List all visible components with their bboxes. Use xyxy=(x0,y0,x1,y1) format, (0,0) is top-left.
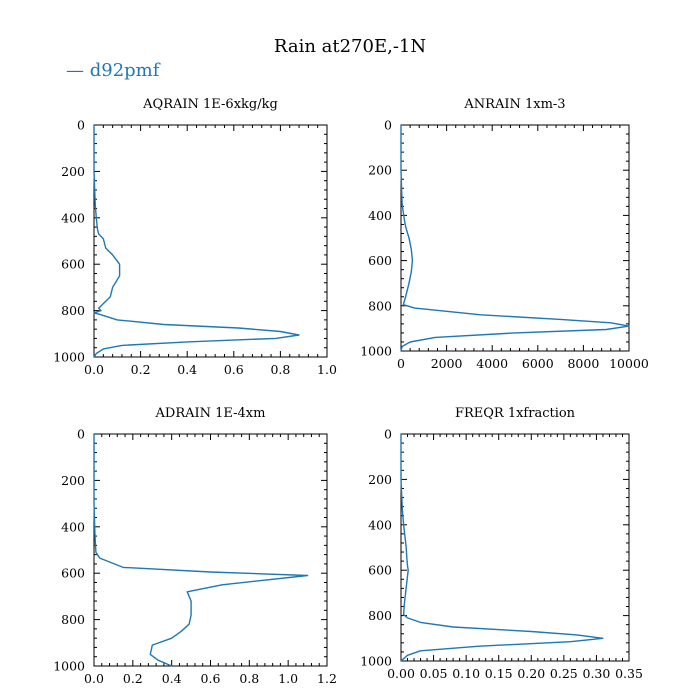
x-tick-label: 0.2 xyxy=(123,671,143,686)
series-line-d92pmf xyxy=(93,125,300,358)
x-tick-label: 0.6 xyxy=(201,671,221,686)
axis-frame-anrain xyxy=(400,124,630,352)
panel-anrain: ANRAIN 1xm-3 0 2000 4000 6000 8000 10000 0 200 40… xyxy=(360,97,649,371)
y-tick-label: 800 xyxy=(61,612,85,627)
y-tick-label: 200 xyxy=(61,473,85,488)
y-tick-label: 1000 xyxy=(360,344,392,359)
panel-aqrain: AQRAIN 1E-6xkg/kg 0.0 0.2 0.4 0.6 0.8 1.0 0 200 4… xyxy=(53,97,337,377)
y-tick-label: 400 xyxy=(61,519,85,534)
x-tick-label: 6000 xyxy=(522,356,554,371)
x-tick-label: 0.20 xyxy=(517,666,545,681)
y-tick-label: 400 xyxy=(61,210,85,225)
x-tick-label: 0.0 xyxy=(84,362,104,377)
panel-freqr: FREQR 1xfraction 0.00 0.05 0.10 0.15 0.20 0.25… xyxy=(360,406,643,681)
y-tick-label: 800 xyxy=(368,298,392,313)
y-tick-label: 200 xyxy=(368,472,392,487)
x-tick-label: 0.15 xyxy=(485,666,513,681)
x-tick-label: 4000 xyxy=(476,356,508,371)
y-tick-label: 600 xyxy=(368,563,392,578)
y-tick-label: 1000 xyxy=(360,654,392,669)
x-tick-label: 0.25 xyxy=(550,666,578,681)
series-line-d92pmf xyxy=(93,434,309,667)
x-tick-label: 0.8 xyxy=(270,362,290,377)
y-tick-label: 0 xyxy=(384,427,392,442)
series-line-d92pmf xyxy=(400,125,630,352)
y-tick-label: 200 xyxy=(61,164,85,179)
axis-frame-adrain xyxy=(93,433,328,667)
panel-adrain: ADRAIN 1E-4xm 0.0 0.2 0.4 0.6 0.8 1.0 1.2 0 200 40… xyxy=(53,406,337,686)
panel-title-anrain: ANRAIN 1xm-3 xyxy=(463,97,565,112)
x-tick-label: 10000 xyxy=(609,356,649,371)
series-line-d92pmf xyxy=(400,434,604,662)
x-tick-label: 0.6 xyxy=(224,362,244,377)
y-tick-label: 0 xyxy=(77,427,85,442)
y-tick-label: 0 xyxy=(384,118,392,133)
panels: AQRAIN 1E-6xkg/kg 0.0 0.2 0.4 0.6 0.8 1.0 0 200 4… xyxy=(53,97,649,686)
x-tick-label: 0.35 xyxy=(615,666,643,681)
x-tick-label: 1.0 xyxy=(278,671,298,686)
x-tick-label: 0.4 xyxy=(177,362,197,377)
y-tick-label: 600 xyxy=(61,257,85,272)
chart-title: Rain at270E,-1N xyxy=(274,36,426,57)
x-tick-label: 0.30 xyxy=(583,666,611,681)
axis-frame-freqr xyxy=(400,433,630,662)
x-tick-label: 0.4 xyxy=(162,671,182,686)
y-tick-label: 1000 xyxy=(53,659,85,674)
axis-frame-aqrain xyxy=(93,124,328,358)
panel-title-aqrain: AQRAIN 1E-6xkg/kg xyxy=(142,97,278,112)
y-tick-label: 400 xyxy=(368,208,392,223)
x-tick-label: 0.05 xyxy=(420,666,448,681)
panel-title-adrain: ADRAIN 1E-4xm xyxy=(155,406,266,421)
y-tick-label: 1000 xyxy=(53,350,85,365)
x-tick-label: 0.2 xyxy=(131,362,151,377)
x-tick-label: 0 xyxy=(397,356,405,371)
x-tick-label: 0.10 xyxy=(452,666,480,681)
x-tick-label: 2000 xyxy=(431,356,463,371)
x-tick-label: 0.0 xyxy=(84,671,104,686)
y-tick-label: 800 xyxy=(61,303,85,318)
x-tick-label: 8000 xyxy=(567,356,599,371)
y-tick-label: 600 xyxy=(61,566,85,581)
legend-entry-d92pmf: — d92pmf xyxy=(66,60,161,81)
y-tick-label: 800 xyxy=(368,608,392,623)
x-tick-label: 1.0 xyxy=(317,362,337,377)
panel-title-freqr: FREQR 1xfraction xyxy=(455,406,576,421)
x-tick-label: 0.00 xyxy=(387,666,415,681)
x-tick-label: 0.8 xyxy=(239,671,259,686)
x-tick-label: 1.2 xyxy=(317,671,337,686)
y-tick-label: 400 xyxy=(368,517,392,532)
y-tick-label: 200 xyxy=(368,163,392,178)
y-tick-label: 600 xyxy=(368,253,392,268)
y-tick-label: 0 xyxy=(77,118,85,133)
